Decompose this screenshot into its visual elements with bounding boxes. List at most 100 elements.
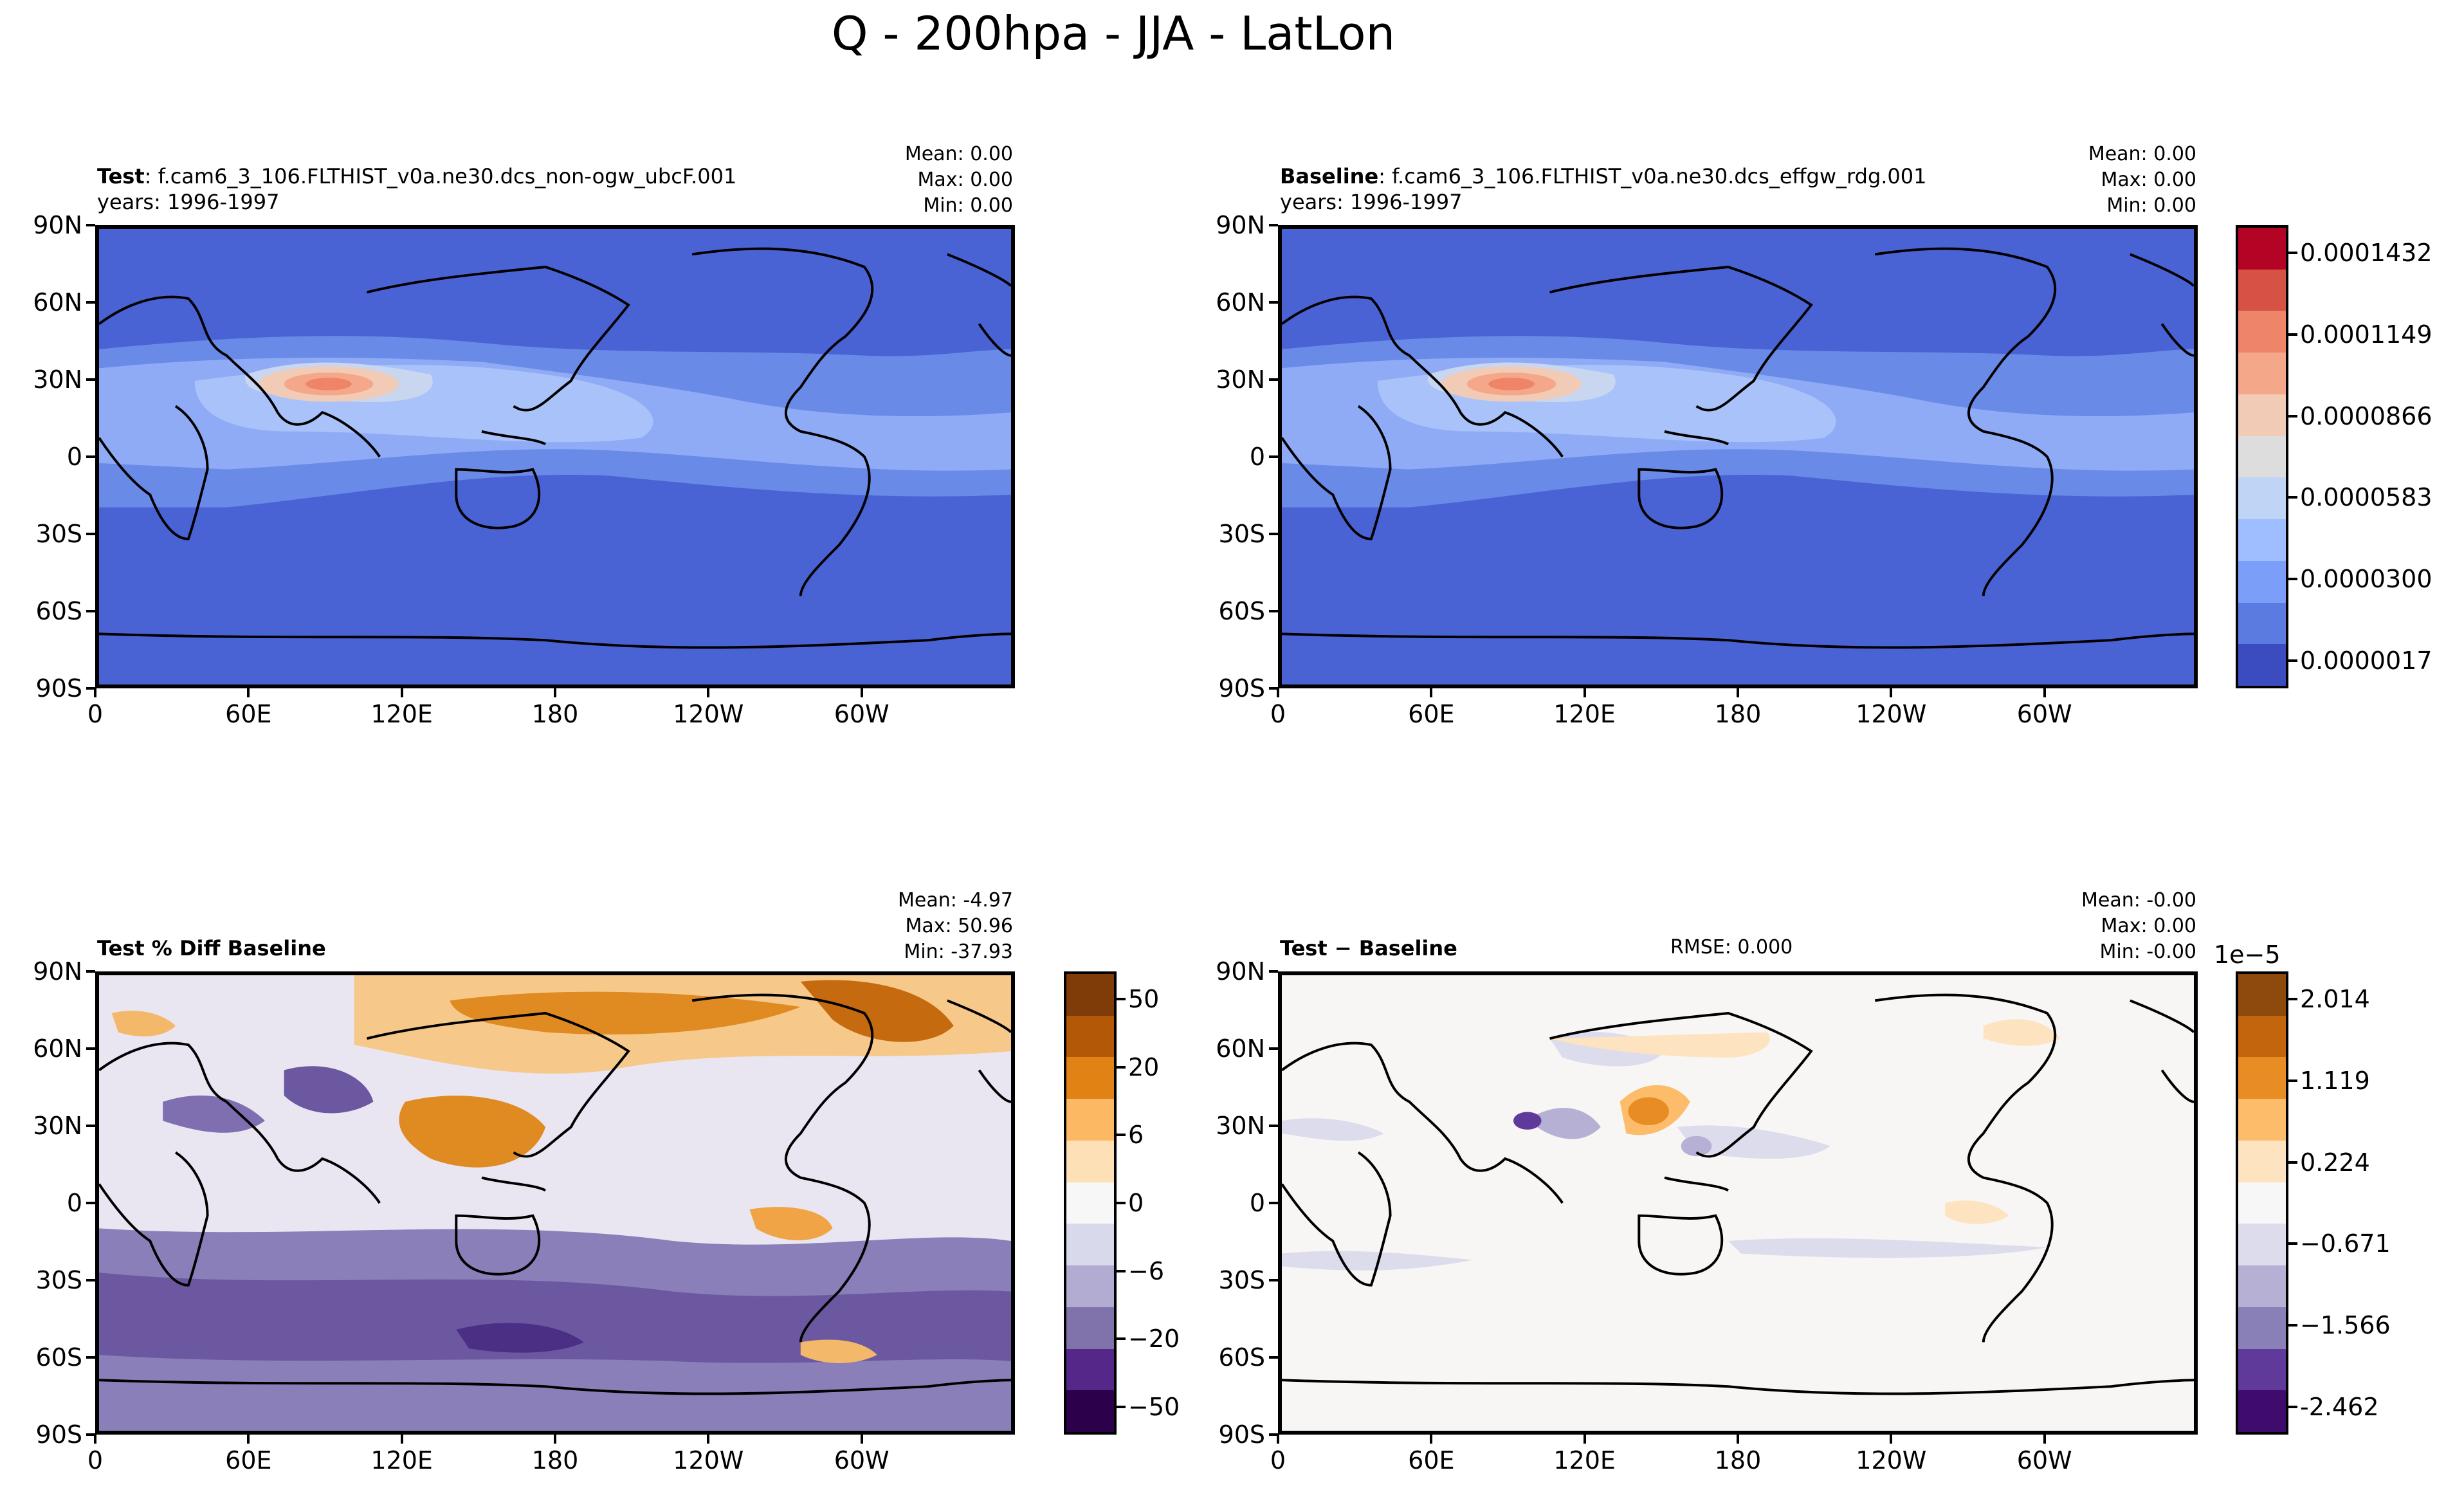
- colorbar-diff: [2236, 971, 2288, 1435]
- test-xtick-label: 60W: [834, 700, 890, 728]
- diff-mean: Mean: -0.00: [2081, 889, 2196, 912]
- pctdiff-xtick: [860, 1435, 863, 1444]
- diff-colorbar-exponent: 1e−5: [2214, 941, 2281, 969]
- test-xtick: [400, 688, 403, 697]
- cbar-pct-label: 20: [1128, 1052, 1160, 1081]
- pctdiff-ytick: [86, 1279, 95, 1281]
- cbar-diff-tick: [2288, 1405, 2297, 1408]
- cbar-main-segment: [2238, 228, 2286, 270]
- cbar-diff-label: −1.566: [2300, 1311, 2391, 1340]
- cbar-diff-tick: [2288, 1242, 2297, 1245]
- test-coastlines: [99, 247, 1011, 649]
- pctdiff-xtick-label: 0: [87, 1446, 104, 1474]
- test-ytick-label: 90N: [33, 211, 82, 239]
- baseline-label-bold: Baseline: [1280, 164, 1379, 188]
- test-ytick-label: 60N: [33, 288, 82, 317]
- diff-min: Min: -0.00: [2099, 941, 2197, 963]
- cbar-main-segment: [2238, 476, 2286, 520]
- cbar-pct-segment: [1066, 1348, 1114, 1391]
- cbar-diff-tick: [2288, 1324, 2297, 1327]
- diff-ytick: [1269, 1047, 1278, 1050]
- cbar-main-segment: [2238, 643, 2286, 686]
- cbar-main-tick: [2288, 414, 2297, 418]
- diff-max: Max: 0.00: [2101, 915, 2196, 937]
- baseline-coastlines: [1282, 247, 2194, 649]
- cbar-pct-segment: [1066, 974, 1114, 1016]
- diff-xtick: [1737, 1435, 1739, 1444]
- test-mean: Mean: 0.00: [904, 143, 1013, 165]
- diff-xtick: [1277, 1435, 1279, 1444]
- cbar-pct-tick: [1117, 1065, 1126, 1069]
- pctdiff-ytick: [86, 1356, 95, 1359]
- diff-xtick-label: 0: [1270, 1446, 1286, 1474]
- pctdiff-max: Max: 50.96: [905, 915, 1013, 937]
- baseline-ytick: [1269, 610, 1278, 612]
- cbar-main-label: 0.0000866: [2300, 401, 2432, 430]
- pctdiff-ytick: [86, 1433, 95, 1436]
- pctdiff-ytick-label: 30N: [33, 1112, 82, 1140]
- baseline-ytick-label: 90S: [1218, 674, 1265, 703]
- figure-title: Q - 200hpa - JJA - LatLon: [831, 6, 1396, 60]
- baseline-min: Min: 0.00: [2106, 194, 2196, 217]
- test-xtick-label: 120E: [370, 700, 433, 728]
- diff-xtick: [1430, 1435, 1433, 1444]
- cbar-main-segment: [2238, 268, 2286, 311]
- test-label-bold: Test: [97, 164, 145, 188]
- test-stats: Mean: 0.00 Max: 0.00 Min: 0.00: [772, 142, 1013, 219]
- cbar-pct-label: −6: [1128, 1256, 1165, 1285]
- cbar-pct-tick: [1117, 998, 1126, 1001]
- pctdiff-ytick-label: 0: [66, 1189, 82, 1217]
- baseline-xtick: [2043, 688, 2046, 697]
- test-ytick-label: 30N: [33, 365, 82, 394]
- cbar-main-tick: [2288, 659, 2297, 662]
- cbar-pct-segment: [1066, 1222, 1114, 1266]
- diff-stats: Mean: -0.00 Max: 0.00 Min: -0.00: [1955, 888, 2196, 965]
- baseline-ytick: [1269, 301, 1278, 304]
- pctdiff-xtick-label: 120E: [370, 1446, 433, 1474]
- cbar-diff-label: 0.224: [2300, 1148, 2370, 1177]
- test-xtick-label: 0: [87, 700, 104, 728]
- test-xtick-label: 120W: [673, 700, 744, 728]
- baseline-ytick-label: 90N: [1216, 211, 1265, 239]
- cbar-diff-tick: [2288, 1079, 2297, 1082]
- test-ytick-label: 90S: [35, 674, 82, 703]
- cbar-pct-label: −20: [1128, 1325, 1180, 1354]
- pctdiff-ytick-label: 60S: [35, 1343, 82, 1372]
- cbar-pct-segment: [1066, 1097, 1114, 1141]
- cbar-pct-label: 0: [1128, 1189, 1144, 1217]
- baseline-years: years: 1996-1997: [1280, 190, 1463, 214]
- test-min: Min: 0.00: [923, 194, 1013, 217]
- cbar-diff-tick: [2288, 998, 2297, 1001]
- diff-map: [1278, 971, 2198, 1435]
- cbar-pct-segment: [1066, 1264, 1114, 1307]
- pctdiff-label: Test % Diff Baseline: [97, 936, 326, 960]
- baseline-map: [1278, 225, 2198, 688]
- cbar-main-tick: [2288, 252, 2297, 255]
- cbar-pct-label: 50: [1128, 985, 1160, 1014]
- diff-ytick-label: 0: [1249, 1189, 1265, 1217]
- cbar-pct-label: −50: [1128, 1392, 1180, 1421]
- cbar-main-label: 0.0000583: [2300, 483, 2432, 512]
- cbar-pct-segment: [1066, 1181, 1114, 1224]
- cbar-diff-segment: [2238, 1139, 2286, 1182]
- diff-ytick: [1269, 1433, 1278, 1436]
- cbar-pct-segment: [1066, 1015, 1114, 1058]
- test-xtick: [94, 688, 96, 697]
- baseline-ytick: [1269, 455, 1278, 458]
- test-map: [95, 225, 1015, 688]
- baseline-max: Max: 0.00: [2101, 169, 2196, 191]
- test-xtick-label: 180: [531, 700, 579, 728]
- pctdiff-map: [95, 971, 1015, 1435]
- pctdiff-xtick-label: 60W: [834, 1446, 890, 1474]
- baseline-ytick: [1269, 224, 1278, 226]
- test-ytick: [86, 610, 95, 612]
- baseline-xtick: [1277, 688, 1279, 697]
- baseline-xtick-label: 120E: [1553, 700, 1616, 728]
- cbar-diff-label: 2.014: [2300, 985, 2370, 1014]
- baseline-ytick-label: 0: [1249, 443, 1265, 471]
- diff-xtick-label: 60W: [2016, 1446, 2072, 1474]
- diff-ytick-label: 30S: [1218, 1266, 1265, 1294]
- pctdiff-ytick: [86, 1202, 95, 1204]
- diff-ytick: [1269, 1125, 1278, 1127]
- baseline-ytick-label: 30N: [1216, 365, 1265, 394]
